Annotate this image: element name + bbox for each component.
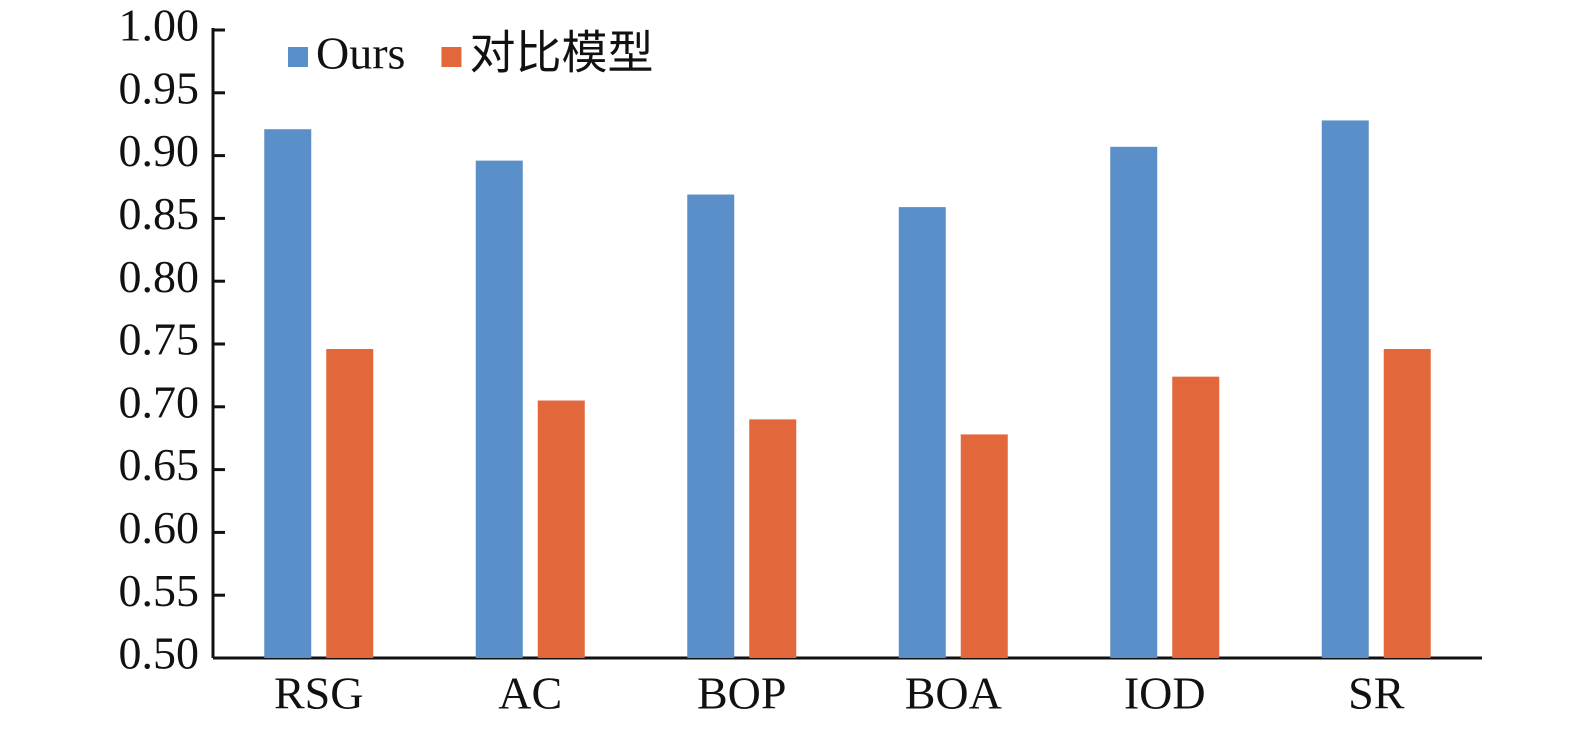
y-tick-label: 1.00 — [119, 0, 200, 51]
bar — [1172, 376, 1220, 658]
bar — [749, 419, 797, 658]
bar — [960, 434, 1008, 658]
y-tick-label: 0.85 — [119, 188, 200, 239]
x-tick-label: SR — [1348, 668, 1405, 719]
bar — [898, 207, 946, 658]
legend-label: Ours — [316, 28, 405, 79]
bar — [1110, 146, 1158, 659]
y-tick-label: 0.55 — [119, 565, 200, 616]
y-tick-label: 0.75 — [119, 314, 200, 365]
y-tick-label: 0.65 — [119, 439, 200, 490]
y-tick-label: 0.50 — [119, 628, 200, 679]
bar — [687, 194, 735, 658]
x-tick-label: IOD — [1124, 668, 1206, 719]
bar — [1321, 120, 1369, 658]
bar — [326, 349, 374, 658]
x-tick-label: AC — [498, 668, 562, 719]
y-tick-label: 0.60 — [119, 502, 200, 553]
x-tick-label: BOA — [905, 668, 1002, 719]
y-tick-label: 0.95 — [119, 62, 200, 113]
bar — [537, 400, 585, 658]
legend-label: 对比模型 — [469, 28, 653, 79]
x-tick-label: BOP — [697, 668, 786, 719]
x-tick-label: RSG — [274, 668, 363, 719]
legend-swatch — [441, 47, 462, 67]
bar — [264, 129, 312, 658]
y-tick-label: 0.90 — [119, 125, 200, 176]
bar — [1383, 349, 1431, 658]
legend-swatch — [288, 47, 308, 67]
y-tick-label: 0.70 — [119, 376, 200, 427]
bar — [475, 160, 523, 658]
y-tick-label: 0.80 — [119, 251, 200, 302]
